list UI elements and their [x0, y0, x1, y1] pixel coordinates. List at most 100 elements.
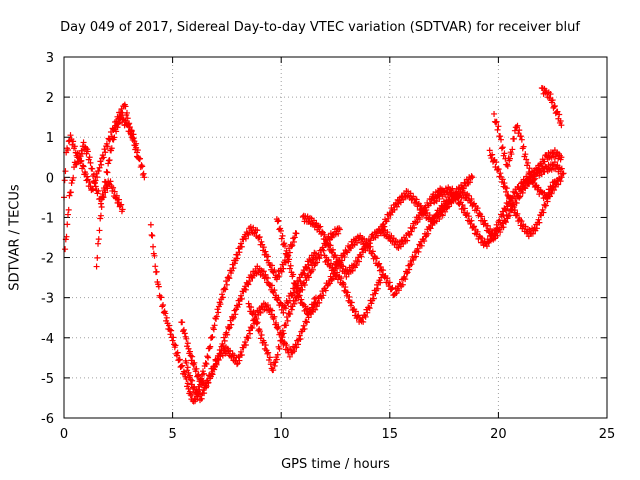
data-point	[149, 232, 156, 239]
data-point	[133, 140, 140, 147]
data-point	[510, 201, 517, 208]
data-point	[96, 164, 103, 171]
data-point	[536, 219, 543, 226]
data-point	[231, 260, 238, 267]
data-point	[242, 235, 249, 242]
data-point	[411, 224, 418, 231]
data-point	[551, 178, 558, 185]
data-point	[468, 173, 475, 180]
data-point	[495, 123, 502, 130]
data-point	[540, 209, 547, 216]
y-tick-label: -1	[41, 211, 54, 226]
data-point	[91, 180, 98, 187]
data-point	[390, 235, 397, 242]
data-point	[275, 294, 282, 301]
chart-title: Day 049 of 2017, Sidereal Day-to-day VTE…	[60, 20, 580, 35]
data-point	[152, 263, 159, 270]
data-point	[264, 253, 271, 260]
data-point	[293, 344, 300, 351]
data-point	[262, 342, 269, 349]
data-point	[544, 193, 551, 200]
data-point	[141, 174, 148, 181]
data-point	[193, 365, 200, 372]
data-point	[296, 292, 303, 299]
data-point	[538, 163, 545, 170]
data-point	[155, 283, 162, 290]
data-point	[556, 111, 563, 118]
data-point	[134, 147, 141, 154]
data-point	[547, 91, 554, 98]
data-point	[339, 257, 346, 264]
data-point	[355, 258, 362, 265]
data-point	[310, 217, 317, 224]
data-point	[65, 206, 72, 213]
data-point	[89, 185, 96, 192]
data-point	[122, 103, 129, 110]
data-point	[518, 136, 525, 143]
data-point	[116, 196, 123, 203]
data-point	[160, 309, 167, 316]
data-point	[494, 225, 501, 232]
data-point	[279, 327, 286, 334]
data-point	[335, 230, 342, 237]
data-point	[436, 215, 443, 222]
data-point	[238, 295, 245, 302]
data-point	[395, 287, 402, 294]
data-point	[517, 133, 524, 140]
data-point	[147, 221, 154, 228]
data-point	[117, 202, 124, 209]
data-point	[204, 353, 211, 360]
data-point	[282, 250, 289, 257]
series-trace-j	[321, 173, 476, 299]
data-point	[284, 317, 291, 324]
data-point	[283, 322, 290, 329]
data-point	[266, 354, 273, 361]
data-point	[178, 363, 185, 370]
data-point	[105, 160, 112, 167]
data-point	[280, 330, 287, 337]
data-point	[100, 154, 107, 161]
data-point	[230, 265, 237, 272]
data-point	[64, 211, 71, 218]
data-point	[373, 255, 380, 262]
data-point	[100, 185, 107, 192]
data-point	[94, 174, 101, 181]
data-point	[122, 117, 129, 124]
data-point	[202, 360, 209, 367]
data-point	[550, 183, 557, 190]
data-point	[238, 348, 245, 355]
data-point	[204, 377, 211, 384]
data-point	[278, 268, 285, 275]
data-point	[63, 233, 70, 240]
data-point	[104, 143, 111, 150]
data-point	[176, 356, 183, 363]
data-point	[491, 110, 498, 117]
data-point	[425, 230, 432, 237]
data-point	[255, 234, 262, 241]
data-point	[223, 278, 230, 285]
data-point	[130, 131, 137, 138]
data-point	[499, 176, 506, 183]
data-point	[86, 154, 93, 161]
data-point	[163, 314, 170, 321]
data-point	[520, 143, 527, 150]
data-point	[286, 265, 293, 272]
data-point	[498, 136, 505, 143]
data-point	[297, 335, 304, 342]
data-point	[465, 192, 472, 199]
data-point	[320, 292, 327, 299]
data-point	[72, 161, 79, 168]
data-point	[338, 275, 345, 282]
data-point	[279, 232, 286, 239]
data-point	[273, 319, 280, 326]
data-point	[64, 147, 71, 154]
data-point	[96, 227, 103, 234]
data-point	[256, 233, 263, 240]
data-point	[517, 193, 524, 200]
data-point	[511, 207, 518, 214]
data-point	[492, 119, 499, 126]
data-point	[313, 303, 320, 310]
data-point	[92, 183, 99, 190]
data-point	[386, 279, 393, 286]
